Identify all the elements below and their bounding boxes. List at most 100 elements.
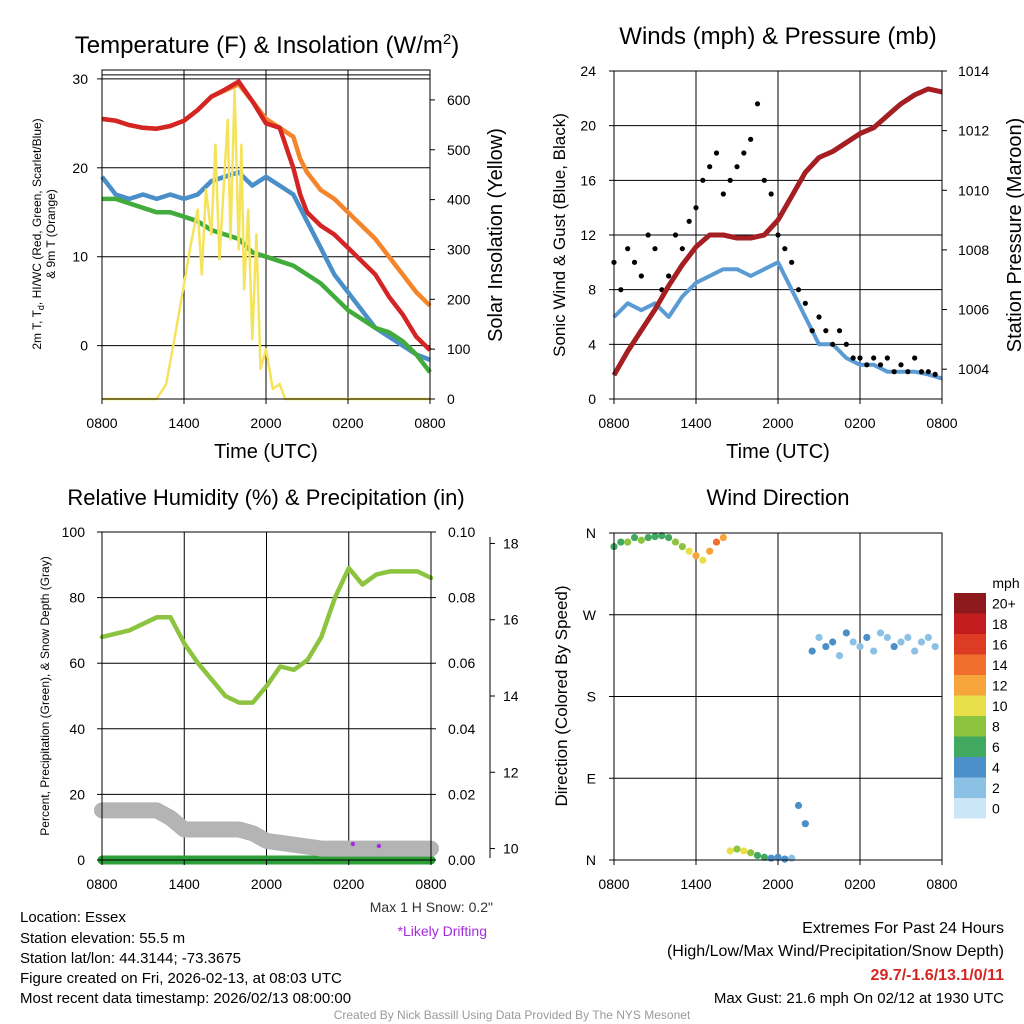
direction-point [726, 847, 734, 855]
gust-point [707, 164, 713, 170]
gust-point [679, 246, 685, 252]
speed-legend-swatch [954, 675, 986, 696]
gust-point [823, 328, 829, 334]
gust-point [830, 341, 836, 347]
gust-point [789, 259, 795, 265]
gust-point [748, 136, 754, 142]
speed-legend-label: 12 [992, 677, 1008, 693]
gust-point [925, 369, 931, 375]
rh-y-axis-label: Percent, Precipitation (Green), & Snow D… [38, 556, 52, 835]
wind-panel: Winds (mph) & Pressure (mb) 0 4 8 12 16 20 24 1… [550, 23, 1024, 463]
temp-ytick-label: 20 [72, 160, 88, 176]
direction-y-axis-label: Direction (Colored By Speed) [552, 585, 571, 806]
gust-point [727, 177, 733, 183]
direction-point [685, 547, 693, 555]
speed-legend-label: 2 [992, 780, 1000, 796]
speed-legend-label: 20+ [992, 595, 1016, 611]
gust-point [693, 205, 699, 211]
credit-line: Created By Nick Bassill Using Data Provi… [334, 1008, 691, 1022]
station-elevation: Station elevation: 55.5 m [20, 930, 185, 947]
speed-legend-swatch [954, 654, 986, 675]
speed-legend-label: 0 [992, 800, 1000, 816]
gust-point [816, 314, 822, 320]
temp-x-axis-label: Time (UTC) [214, 441, 318, 463]
pressure-ytick-label: 1010 [958, 182, 989, 198]
speed-legend-swatch [954, 634, 986, 655]
rh-xtick-label: 0800 [86, 876, 117, 892]
direction-point [883, 633, 891, 642]
max-snow-note: Max 1 H Snow: 0.2" [370, 899, 493, 915]
direction-point [740, 847, 748, 855]
speed-legend: mph 20+ 18 16 14 12 10 8 6 4 2 0 [954, 575, 1020, 819]
direction-ytick-label: N [586, 852, 596, 868]
rh-ytick-label: 40 [69, 721, 85, 737]
direction-point [917, 638, 926, 646]
gust-point [652, 246, 658, 252]
station-info: Location: Essex Station elevation: 55.5 … [20, 909, 351, 1007]
direction-panel-title: Wind Direction [706, 485, 849, 510]
direction-ytick-label: S [587, 689, 596, 705]
rh-xtick-label: 2000 [251, 876, 282, 892]
precip-ytick-label: 0.06 [448, 655, 475, 671]
direction-point [863, 633, 871, 642]
speed-legend-swatch [954, 777, 986, 798]
direction-point [699, 556, 707, 564]
wind-ytick-label: 16 [580, 172, 596, 188]
temp-xtick-label: 2000 [250, 415, 281, 431]
gust-point [864, 362, 870, 368]
wind-xtick-label: 0800 [598, 415, 629, 431]
gust-point [782, 246, 788, 252]
speed-legend-swatch [954, 736, 986, 757]
direction-point [671, 538, 680, 546]
gust-point [857, 355, 863, 361]
speed-legend-swatch [954, 757, 986, 778]
gust-point [618, 287, 624, 293]
wind-xtick-label: 2000 [762, 415, 793, 431]
direction-xtick-label: 0800 [598, 876, 629, 892]
precip-ytick-label: 0.08 [448, 590, 475, 606]
rh-series-snow-depth [94, 802, 439, 857]
temp-xtick-label: 1400 [168, 415, 199, 431]
direction-point [897, 638, 905, 646]
insolation-ytick-label: 300 [447, 241, 471, 257]
direction-point [651, 533, 659, 541]
direction-point [842, 629, 850, 637]
insolation-ytick-label: 400 [447, 192, 471, 208]
insolation-ytick-label: 200 [447, 291, 471, 307]
temp-series-2m-t [101, 79, 432, 352]
extremes-title: Extremes For Past 24 Hours [802, 920, 1004, 937]
gust-point [932, 371, 938, 377]
direction-point [794, 801, 803, 810]
gust-point [666, 273, 672, 279]
temp-series-dewpoint [102, 196, 432, 374]
wind-xtick-label: 0200 [844, 415, 875, 431]
temp-xtick-label: 0800 [414, 415, 445, 431]
direction-point [630, 533, 639, 542]
figure-created: Figure created on Fri, 2026-02-13, at 08… [20, 970, 342, 987]
direction-point [665, 533, 673, 542]
direction-point [617, 538, 625, 546]
direction-point [767, 854, 775, 862]
direction-ytick-label: N [586, 525, 596, 541]
temp-ytick-label: 10 [72, 249, 88, 265]
pressure-ytick-label: 1008 [958, 242, 989, 258]
direction-point [637, 536, 645, 544]
speed-legend-title: mph [992, 575, 1019, 591]
temp-ytick-label: 0 [80, 338, 88, 354]
rh-xtick-label: 1400 [169, 876, 200, 892]
temp-xtick-label: 0800 [86, 415, 117, 431]
temp-xtick-label: 0200 [332, 415, 363, 431]
gust-point [877, 362, 884, 368]
wind-ytick-label: 20 [580, 118, 596, 134]
direction-point [870, 647, 878, 655]
gust-point [645, 232, 651, 238]
speed-legend-swatch [954, 613, 986, 634]
direction-point [829, 638, 837, 646]
insolation-ytick-label: 600 [447, 92, 471, 108]
direction-point [692, 552, 700, 560]
gust-point [843, 341, 849, 347]
rh-ytick-label: 80 [69, 590, 85, 606]
wind-series-sonic-wind [612, 260, 943, 381]
gust-point [871, 355, 877, 361]
